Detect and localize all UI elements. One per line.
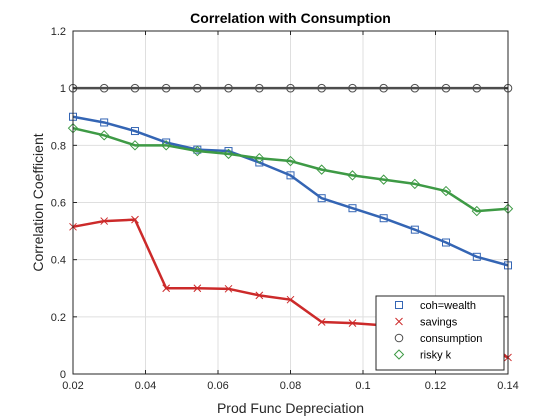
data-point xyxy=(378,174,389,185)
x-axis-label: Prod Func Depreciation xyxy=(217,400,364,416)
data-point xyxy=(129,140,141,151)
legend-entry-label: coh=wealth xyxy=(420,300,476,312)
data-point xyxy=(442,238,451,247)
legend: coh=wealth savings consumption risky k xyxy=(375,295,505,371)
series-line xyxy=(72,115,509,267)
data-point xyxy=(98,130,110,141)
y-tick-label: 0.2 xyxy=(51,312,66,324)
data-point xyxy=(348,83,357,93)
data-point xyxy=(409,178,421,190)
x-tick-label: 0.04 xyxy=(135,380,156,392)
data-point xyxy=(285,155,296,167)
data-point xyxy=(316,164,327,175)
data-point xyxy=(472,83,482,93)
data-point xyxy=(100,118,109,127)
data-point xyxy=(255,83,264,93)
legend-entry-label: consumption xyxy=(420,333,482,345)
data-point xyxy=(224,284,233,293)
data-point xyxy=(317,83,326,93)
legend-marker xyxy=(395,317,403,326)
data-point xyxy=(441,83,451,93)
x-tick-label: 0.12 xyxy=(425,380,446,392)
y-tick-label: 0.4 xyxy=(51,255,66,267)
ticks: 0.02 0.04 0.06 0.08 0.1 0.12 0.14 0 0.2 0.4 0.6 0.8… xyxy=(51,26,519,392)
y-tick-label: 1.2 xyxy=(51,26,66,38)
data-point xyxy=(379,83,388,93)
data-point xyxy=(131,215,139,224)
x-tick-label: 0.06 xyxy=(207,380,228,392)
legend-marker xyxy=(394,333,404,343)
series-layer xyxy=(67,83,514,362)
series-risky-k xyxy=(67,122,514,217)
data-point xyxy=(193,83,202,93)
y-tick-label: 0 xyxy=(60,369,66,381)
data-point xyxy=(410,83,420,93)
data-point xyxy=(471,205,483,217)
y-tick-label: 0.6 xyxy=(51,198,66,210)
chart-title: Correlation with Consumption xyxy=(190,10,391,26)
data-point xyxy=(254,152,265,164)
y-tick-label: 1 xyxy=(60,83,66,95)
legend-marker xyxy=(393,349,405,360)
data-point xyxy=(223,148,234,160)
data-point xyxy=(440,185,452,197)
series-line xyxy=(72,126,509,213)
x-tick-label: 0.14 xyxy=(497,380,518,392)
y-tick-label: 0.8 xyxy=(51,140,66,152)
legend-entry-label: savings xyxy=(420,317,458,329)
data-point xyxy=(379,214,388,223)
data-point xyxy=(130,127,139,136)
data-point xyxy=(224,83,233,93)
x-tick-label: 0.02 xyxy=(62,380,83,392)
data-point xyxy=(161,83,171,93)
data-point xyxy=(99,83,109,93)
data-point xyxy=(348,204,357,213)
data-point xyxy=(317,318,326,326)
x-tick-label: 0.1 xyxy=(355,380,370,392)
data-point xyxy=(130,83,140,93)
x-tick-label: 0.08 xyxy=(280,380,301,392)
data-point xyxy=(192,145,203,157)
data-point xyxy=(347,170,358,181)
data-point xyxy=(162,284,171,293)
data-point xyxy=(348,319,357,327)
data-point xyxy=(100,217,109,225)
data-point xyxy=(286,171,295,180)
data-point xyxy=(317,194,326,203)
legend-marker xyxy=(395,301,403,309)
data-point xyxy=(160,140,172,151)
legend-entry-label: risky k xyxy=(420,350,452,362)
data-point xyxy=(286,295,295,304)
data-point xyxy=(193,284,202,293)
data-point xyxy=(286,83,295,93)
data-point xyxy=(410,225,419,234)
data-point xyxy=(255,291,264,300)
data-point xyxy=(472,252,481,261)
y-axis-label: Correlation Coefficient xyxy=(30,133,46,271)
